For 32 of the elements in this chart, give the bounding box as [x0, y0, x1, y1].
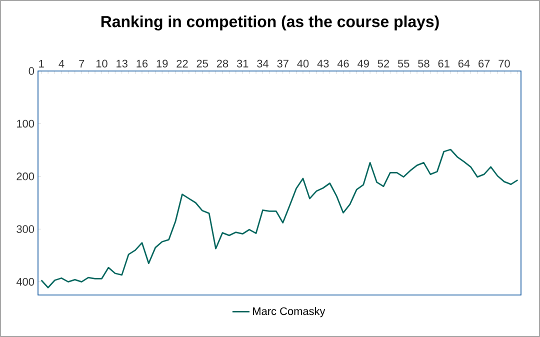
x-tick-label: 19: [156, 60, 168, 68]
x-tick-label: 40: [297, 60, 309, 68]
x-tick-label: 46: [337, 60, 349, 68]
x-tick-label: 31: [236, 60, 248, 68]
x-tick-label: 22: [176, 60, 188, 68]
x-tick-label: 37: [277, 60, 288, 68]
y-tick-label: 200: [16, 172, 34, 180]
x-tick-label: 7: [79, 60, 84, 68]
x-tick-label: 55: [398, 60, 410, 68]
x-tick-label: 43: [317, 60, 329, 68]
x-tick-label: 10: [96, 60, 108, 68]
x-tick-label: 28: [216, 60, 228, 68]
x-tick-label: 67: [478, 60, 490, 68]
x-tick-label: 61: [438, 60, 450, 68]
x-tick-label: 52: [378, 60, 390, 68]
legend-label: Marc Comasky: [253, 307, 326, 318]
x-tick-label: 64: [458, 60, 470, 68]
x-tick-label: 34: [257, 60, 268, 68]
x-tick-label: 1: [39, 60, 44, 68]
y-tick-label: 300: [16, 225, 34, 233]
y-tick-label: 400: [16, 278, 34, 286]
y-tick-label: 0: [28, 67, 34, 75]
x-tick-label: 49: [358, 60, 369, 68]
x-tick-label: 16: [136, 60, 148, 68]
x-tick-label: 13: [116, 60, 128, 68]
x-tick-label: 25: [196, 60, 208, 68]
x-tick-label: 58: [418, 60, 430, 68]
chart-title: Ranking in competition (as the course plays): [101, 16, 439, 30]
x-tick-label: 4: [58, 60, 64, 68]
x-tick-label: 70: [498, 60, 510, 68]
y-tick-label: 100: [17, 120, 34, 128]
line-series: [40, 148, 518, 288]
